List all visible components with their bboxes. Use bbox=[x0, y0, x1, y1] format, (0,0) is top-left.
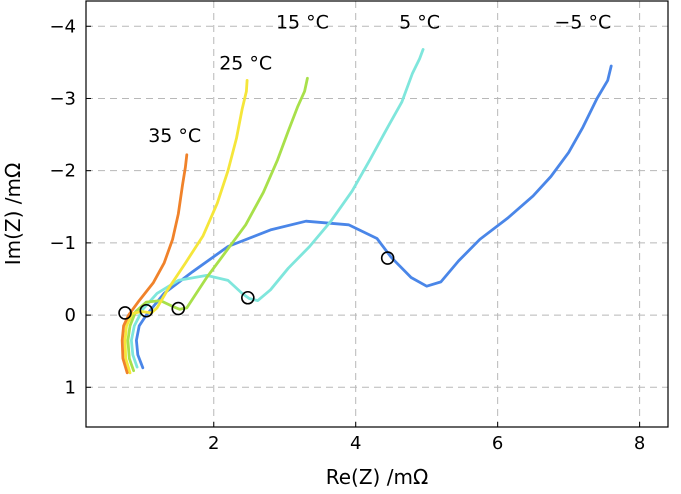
series-marker-4 bbox=[118, 306, 132, 320]
series-marker-3 bbox=[139, 303, 154, 318]
y-tick-label: 1 bbox=[65, 377, 76, 398]
y-tick-label: −3 bbox=[49, 88, 76, 109]
series-label-3: 25 °C bbox=[219, 53, 272, 75]
series-labels: −5 °C 5 °C 15 °C25 °C 35 °C bbox=[148, 11, 611, 146]
x-tick-label: 8 bbox=[634, 433, 645, 454]
series-line-0 bbox=[135, 64, 613, 370]
x-tick-label: 4 bbox=[350, 433, 361, 454]
y-tick-label: −1 bbox=[49, 233, 76, 254]
curves bbox=[120, 48, 613, 375]
series-marker-0 bbox=[380, 251, 395, 265]
series-label-0: −5 °C bbox=[554, 11, 611, 33]
series-marker-2 bbox=[171, 301, 186, 316]
grid bbox=[86, 1, 668, 427]
series-marker-1 bbox=[241, 290, 255, 305]
ticks: 2 4 6 8 −4 −3 −2 −1 0 1 bbox=[49, 16, 645, 454]
series-line-3 bbox=[123, 79, 249, 375]
series-line-2 bbox=[126, 76, 309, 373]
y-tick-label: −2 bbox=[49, 161, 76, 182]
series-label-1: 5 °C bbox=[399, 11, 440, 33]
x-tick-label: 2 bbox=[208, 433, 219, 454]
series-line-4 bbox=[120, 153, 189, 375]
markers bbox=[118, 251, 395, 320]
x-axis-label: Re(Z) /mΩ bbox=[326, 465, 428, 489]
x-tick-label: 6 bbox=[492, 433, 503, 454]
series-line-1 bbox=[130, 48, 425, 369]
y-tick-label: 0 bbox=[65, 305, 76, 326]
y-tick-label: −4 bbox=[49, 16, 76, 37]
series-label-2: 15 °C bbox=[276, 11, 329, 33]
plot-frame bbox=[85, 0, 669, 428]
series-label-4: 35 °C bbox=[148, 125, 201, 147]
y-axis-label: Im(Z) /mΩ bbox=[1, 163, 25, 266]
